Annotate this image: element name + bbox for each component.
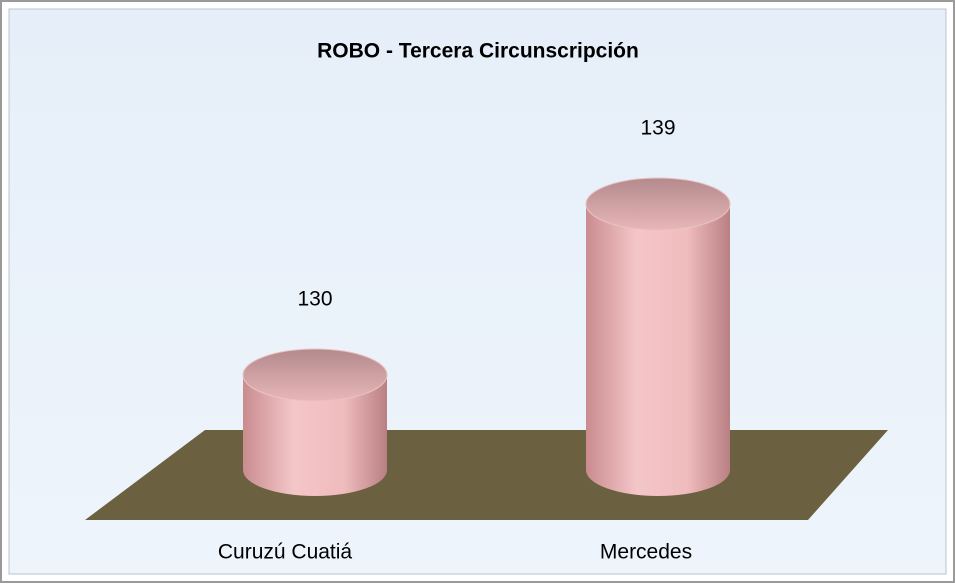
cylinder-body [243,375,387,496]
floor [85,430,888,520]
x-tick-label: Mercedes [600,541,692,564]
cylinder-top [242,348,388,402]
data-label: 139 [640,117,675,140]
bars: 130 139 [242,117,731,496]
x-tick-label: Curuzú Cuatiá [218,541,353,564]
cylinder-body [586,204,730,496]
cylinder-top [585,177,731,231]
data-label: 130 [297,288,332,311]
chart-title: ROBO - Tercera Circunscripción [317,40,639,63]
